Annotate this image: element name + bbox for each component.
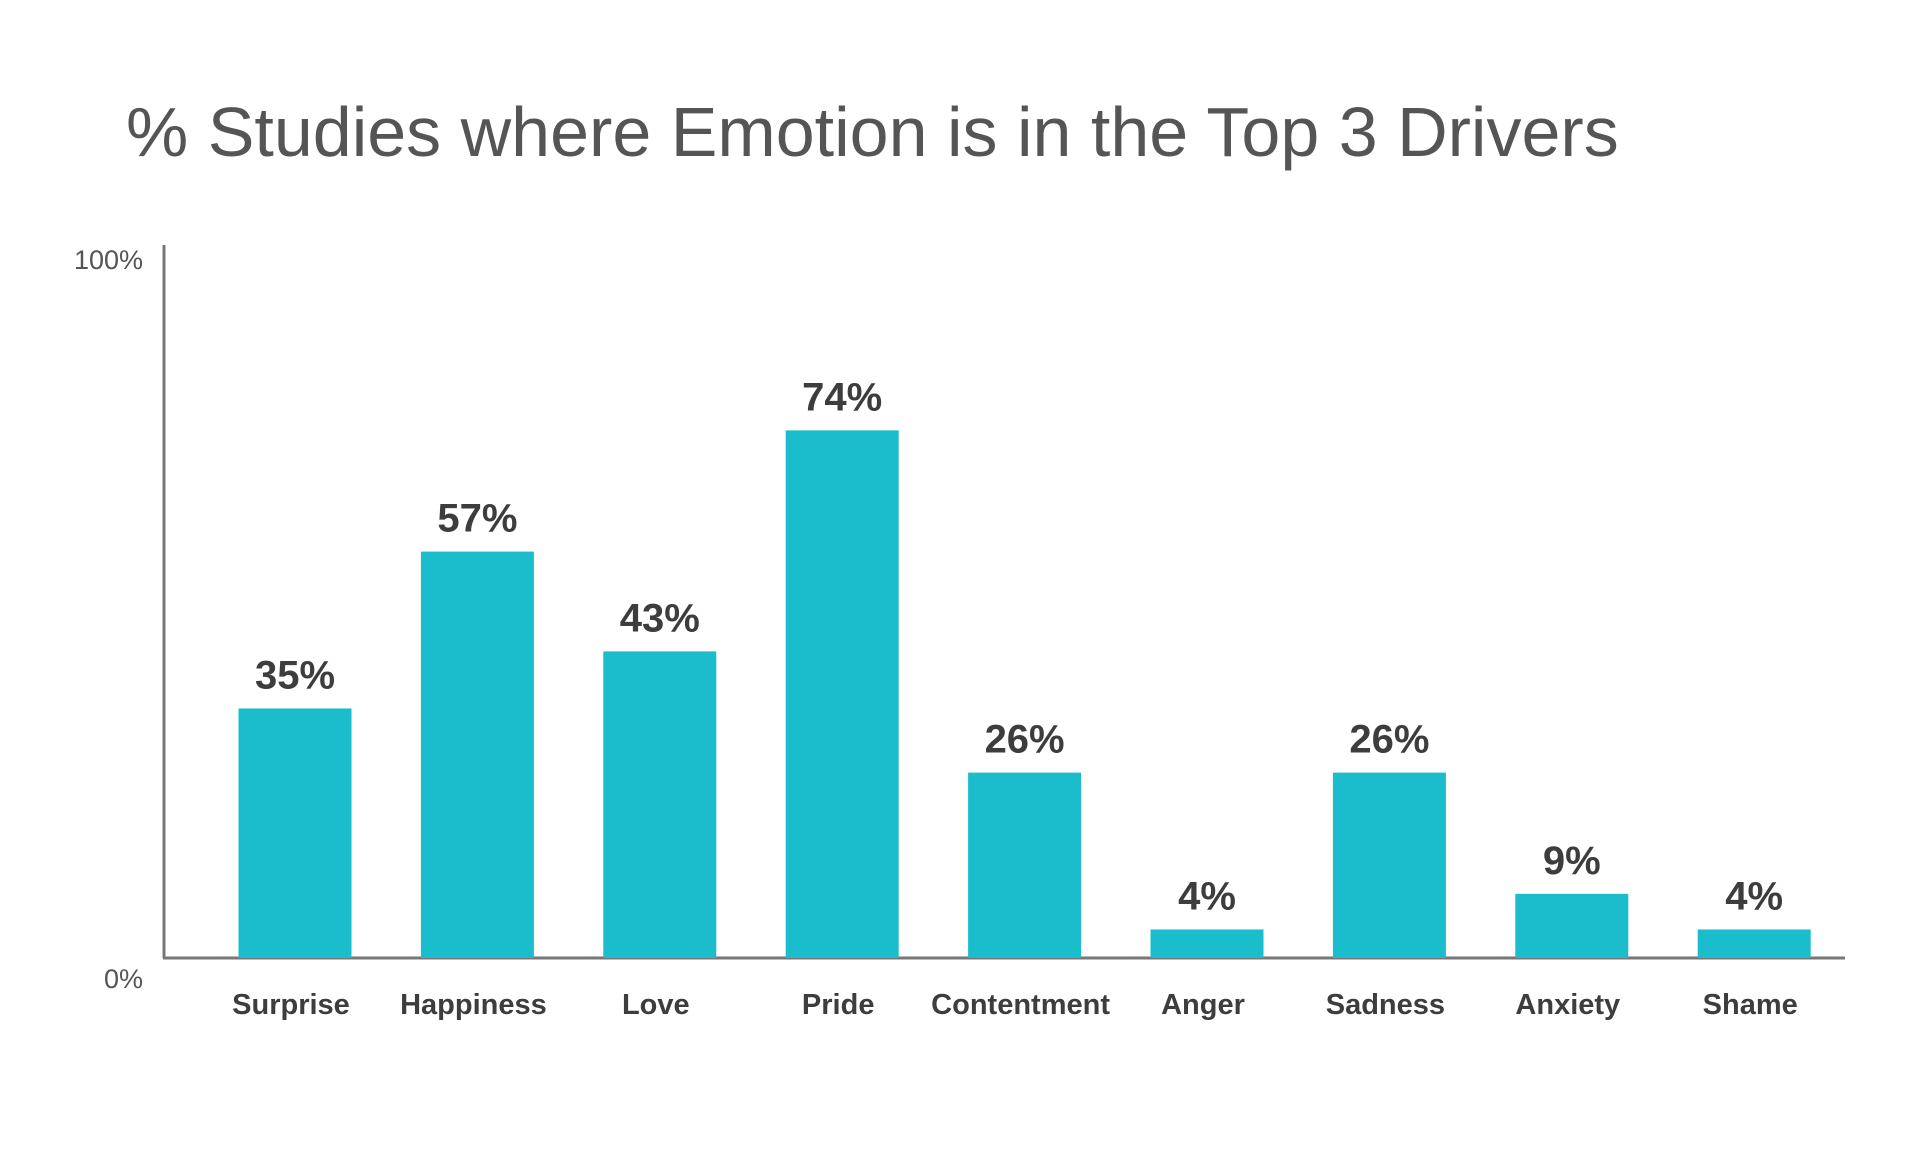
bar-surprise <box>238 708 352 958</box>
bar-contentment <box>968 772 1082 958</box>
bar-pride <box>785 430 899 958</box>
x-tick-label: Happiness <box>400 989 547 1021</box>
data-label: 43% <box>620 596 700 640</box>
x-tick-label: Anger <box>1161 989 1245 1021</box>
x-tick-label: Contentment <box>931 989 1110 1021</box>
data-label: 9% <box>1543 839 1601 883</box>
bar-sadness <box>1332 772 1446 958</box>
data-label: 26% <box>1349 718 1429 762</box>
bar-anger <box>1150 929 1264 958</box>
x-tick-label: Surprise <box>232 989 350 1021</box>
data-label: 26% <box>985 718 1065 762</box>
data-label: 4% <box>1725 874 1783 918</box>
bar-anxiety <box>1515 893 1629 958</box>
x-tick-label: Pride <box>802 989 875 1021</box>
bar-happiness <box>420 551 534 958</box>
data-label: 57% <box>437 497 517 541</box>
data-label: 4% <box>1178 874 1236 918</box>
data-label: 74% <box>802 375 882 419</box>
bar-shame <box>1697 929 1811 958</box>
chart-title: % Studies where Emotion is in the Top 3 … <box>126 93 1619 171</box>
x-tick-label: Anxiety <box>1515 989 1620 1021</box>
y-tick-label: 100% <box>74 245 143 275</box>
data-label: 35% <box>255 653 335 697</box>
bar-love <box>603 651 717 958</box>
x-tick-label: Shame <box>1703 989 1798 1021</box>
x-tick-label: Love <box>622 989 690 1021</box>
x-tick-label: Sadness <box>1326 989 1445 1021</box>
y-tick-label: 0% <box>104 964 143 994</box>
